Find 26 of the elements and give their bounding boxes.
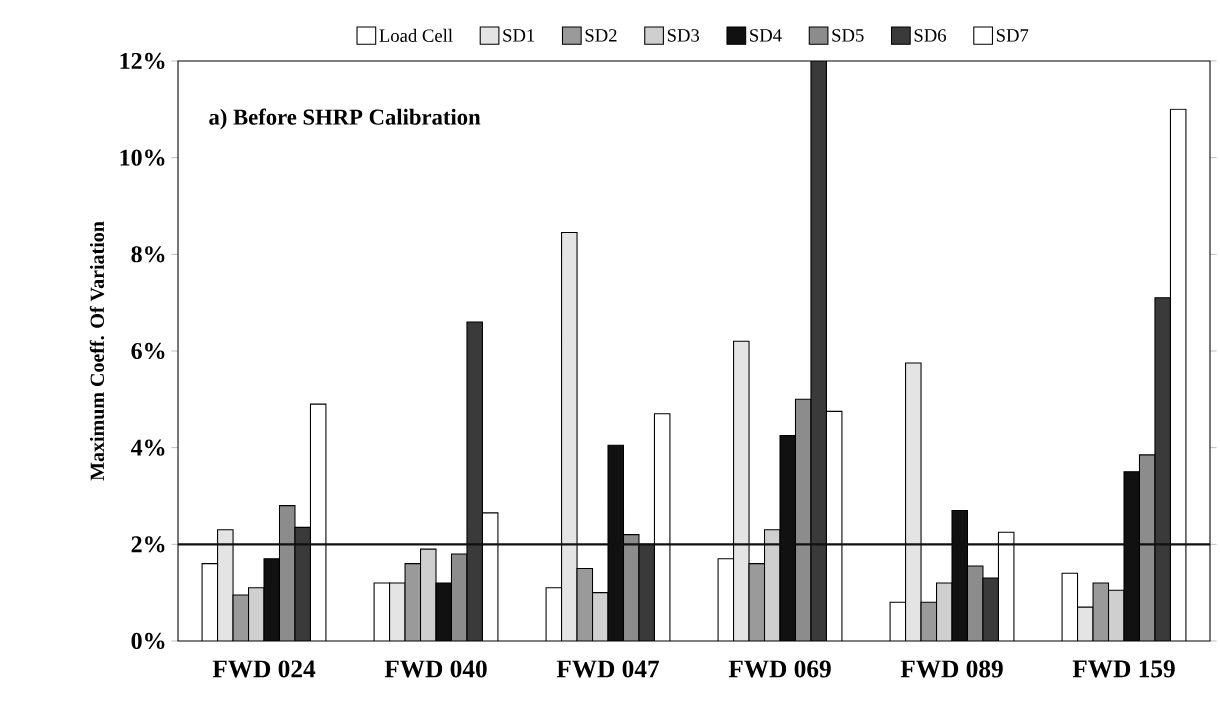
x-tick-label: FWD 159 — [1072, 660, 1175, 678]
legend-label: SD7 — [996, 29, 1029, 42]
legend-label: SD3 — [667, 29, 700, 42]
x-tick-label: FWD 024 — [212, 660, 316, 678]
x-tick-label: FWD 040 — [384, 660, 487, 678]
y-tick-label: 0% — [131, 632, 165, 650]
legend-label: SD4 — [750, 29, 782, 42]
y-tick-label: 6% — [131, 342, 165, 360]
y-tick-label: 2% — [131, 536, 165, 553]
bar — [810, 60, 827, 641]
y-tick-label: 4% — [130, 439, 165, 456]
x-tick-label: FWD 069 — [728, 660, 831, 678]
legend-label: Load Cell — [379, 28, 453, 42]
legend-label: SD1 — [503, 29, 535, 42]
legend-label: SD2 — [585, 29, 617, 42]
y-tick-label: 12% — [120, 52, 165, 70]
text: a) Before SHRP Calibration — [209, 108, 481, 130]
x-tick-label: FWD 047 — [556, 660, 660, 678]
x-tick-label: FWD 089 — [900, 660, 1003, 678]
bar — [1154, 297, 1171, 641]
y-tick-label: 10% — [120, 149, 165, 166]
y-axis-title: Maximum Coeff. Of Variation — [89, 221, 105, 481]
legend-label: SD6 — [914, 29, 947, 42]
legend-label: SD5 — [832, 29, 864, 42]
y-tick-label: 8% — [131, 246, 165, 263]
bar — [561, 232, 578, 641]
